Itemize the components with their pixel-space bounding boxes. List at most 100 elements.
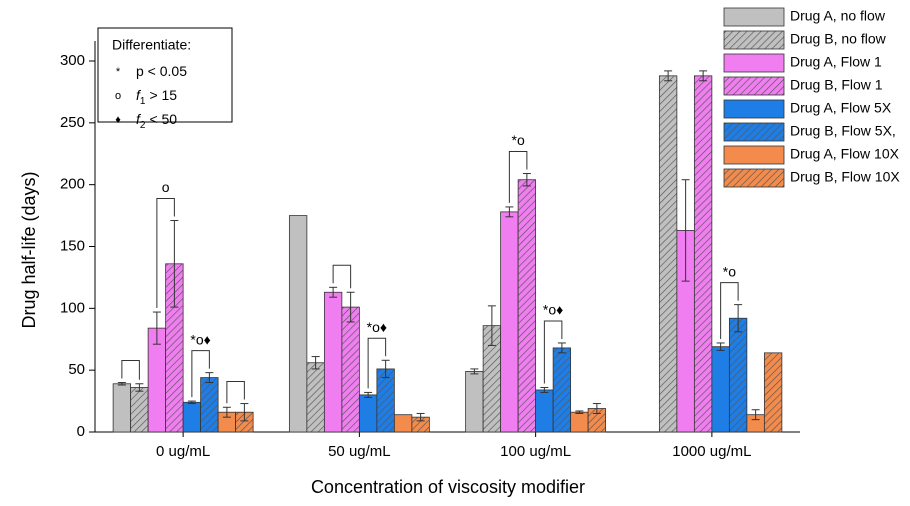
error-bar: [540, 386, 549, 393]
bar: [200, 377, 219, 433]
significance-bracket: [191, 350, 210, 398]
bar: [288, 215, 308, 433]
bar: [323, 291, 343, 433]
significance-text: < 50: [149, 111, 177, 127]
y-tick-label: 200: [60, 176, 85, 193]
y-axis-label: Drug half-life (days): [19, 171, 39, 328]
legend-label: Drug B, Flow 1: [790, 77, 883, 93]
bar: [763, 352, 783, 433]
significance-bracket: [508, 151, 528, 203]
significance-legend-title: Differentiate:: [112, 37, 191, 53]
legend-swatch: [723, 145, 785, 165]
significance-legend-box: [97, 27, 233, 123]
bar: [552, 347, 572, 433]
significance-item: p < 0.05: [136, 63, 187, 79]
bar: [711, 346, 730, 433]
legend-label: Drug A, Flow 10X: [790, 146, 900, 162]
error-bar: [240, 403, 249, 422]
legend-swatch: [723, 53, 785, 73]
y-tick-label: 150: [60, 237, 85, 254]
legend-swatch: [723, 168, 785, 188]
bar: [535, 389, 554, 433]
y-tick-label: 50: [68, 361, 85, 378]
legend-swatch: [723, 122, 785, 142]
x-tick-label: 0 ug/mL: [156, 443, 210, 460]
bar: [182, 401, 202, 433]
error-bar: [346, 291, 355, 323]
error-bar: [381, 359, 390, 379]
error-bar: [664, 70, 673, 82]
x-axis-label: Concentration of viscosity modifier: [311, 477, 585, 497]
bar: [570, 411, 589, 433]
x-tick-label: 100 ug/mL: [500, 443, 571, 460]
error-bar: [522, 173, 531, 187]
legend-label: Drug A, Flow 1: [790, 54, 882, 70]
legend-swatch: [723, 7, 785, 27]
significance-bracket: [121, 360, 140, 380]
bar: [393, 414, 413, 433]
error-bar: [751, 409, 760, 421]
x-tick-label: 1000 ug/mL: [672, 443, 751, 460]
error-bar: [487, 305, 496, 346]
error-bar: [117, 382, 126, 386]
legend-label: Drug B, Flow 10X: [790, 169, 900, 185]
bar: [341, 306, 360, 433]
y-tick-label: 250: [60, 114, 85, 131]
error-bar: [187, 400, 196, 405]
legend-label: Drug A, no flow: [790, 8, 886, 24]
significance-bracket: [543, 320, 563, 384]
error-bar: [557, 342, 566, 354]
legend-label: Drug B, Flow 5X,: [790, 123, 896, 139]
significance-symbol: o: [115, 90, 121, 102]
error-bar: [470, 368, 479, 375]
error-bar: [699, 70, 708, 82]
significance-label: o: [162, 179, 170, 195]
significance-var: f: [136, 87, 142, 103]
error-bar: [329, 286, 338, 298]
error-bar: [592, 403, 601, 414]
error-bar: [716, 342, 725, 351]
bar: [517, 179, 537, 433]
significance-label: *o♦: [190, 331, 210, 347]
significance-label: *o: [512, 132, 525, 148]
legend-label: Drug A, Flow 5X: [790, 100, 892, 116]
y-tick-label: 300: [60, 52, 85, 69]
significance-symbol: *: [116, 66, 121, 78]
significance-sub: 1: [140, 96, 146, 107]
significance-bracket: [367, 337, 387, 389]
bar: [500, 211, 519, 433]
significance-label: *o♦: [543, 302, 563, 318]
error-bar: [152, 311, 161, 345]
significance-sub: 2: [140, 120, 146, 131]
legend-swatch: [723, 76, 785, 96]
error-bar: [505, 206, 514, 218]
significance-var: f: [136, 111, 142, 127]
error-bar: [416, 412, 425, 422]
error-bar: [734, 304, 743, 333]
error-bar: [205, 372, 214, 384]
y-tick-label: 100: [60, 299, 85, 316]
significance-bracket: [226, 381, 245, 404]
bar: [465, 371, 484, 433]
significance-label: *o: [723, 263, 736, 279]
bar: [728, 317, 748, 433]
significance-item: f2 < 50: [136, 111, 177, 131]
legend-label: Drug B, no flow: [790, 31, 887, 47]
significance-symbol: ♦: [115, 114, 121, 126]
bar: [358, 394, 378, 433]
bar: [306, 362, 325, 433]
error-bar: [311, 356, 320, 370]
error-bar: [575, 410, 584, 414]
x-tick-label: 50 ug/mL: [328, 443, 391, 460]
error-bar: [222, 406, 231, 418]
significance-text: p < 0.05: [136, 63, 187, 79]
bar: [376, 368, 395, 433]
significance-bracket: [332, 264, 352, 289]
y-tick-label: 0: [77, 423, 85, 440]
error-bar: [681, 179, 690, 282]
significance-item: f1 > 15: [136, 87, 177, 107]
error-bar: [170, 220, 179, 308]
significance-bracket: [720, 282, 739, 339]
significance-bracket: [156, 198, 175, 309]
